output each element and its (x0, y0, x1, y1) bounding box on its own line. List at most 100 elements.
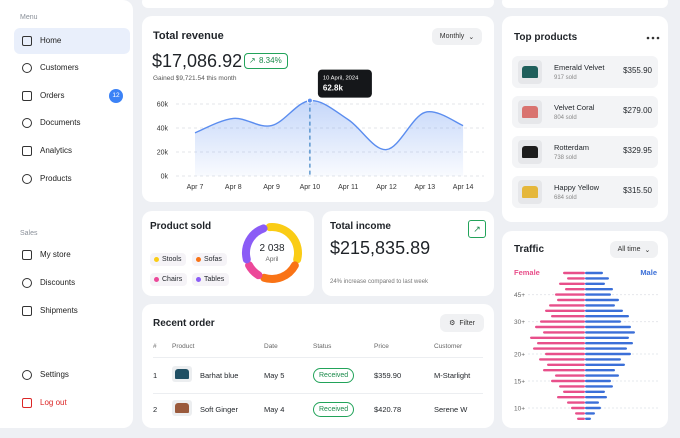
menu-heading: Menu (20, 14, 38, 21)
nav-item[interactable]: Home (14, 28, 130, 54)
nav-icon (22, 250, 32, 260)
donut-segment (245, 261, 263, 280)
nav-icon (22, 36, 32, 46)
traffic-bar (555, 293, 585, 296)
traffic-bar (585, 282, 605, 285)
cell: Barhat blue (200, 371, 239, 380)
card-title: Top products (514, 32, 578, 43)
traffic-bar (585, 401, 599, 404)
status-badge: Received (313, 402, 355, 417)
traffic-bar (547, 363, 585, 366)
column-header: Customer (434, 343, 463, 350)
product-row[interactable]: Rotterdam 738 sold $329.95 (512, 136, 658, 168)
traffic-bar (585, 369, 615, 372)
traffic-bar (585, 298, 619, 302)
nav-item[interactable]: Shipments (14, 298, 130, 324)
product-name: Rotterdam (554, 143, 590, 152)
traffic-bar (585, 352, 631, 356)
nav-item[interactable]: My store (14, 242, 130, 268)
traffic-bar (585, 320, 621, 323)
legend-label: Stools (162, 256, 182, 263)
traffic-bar (559, 282, 585, 285)
nav-label: Documents (40, 118, 81, 127)
cell: $359.90 (374, 371, 402, 380)
x-tick-label: Apr 10 (300, 184, 321, 191)
product-name: Emerald Velvet (554, 63, 605, 72)
nav-icon (22, 306, 32, 316)
traffic-bar (549, 304, 585, 307)
donut-total: 2 038 (259, 243, 285, 254)
product-row[interactable]: Happy Yellow 684 sold $315.50 (512, 176, 658, 208)
period-label: Monthly (439, 33, 465, 40)
age-label: 30+ (514, 319, 525, 326)
product-row[interactable]: Emerald Velvet 917 sold $355.90 (512, 56, 658, 88)
nav-label: Discounts (40, 278, 76, 287)
product-sold: 804 sold (554, 115, 577, 121)
nav-label: Log out (40, 398, 67, 407)
nav-item[interactable]: Analytics (14, 138, 130, 164)
nav-icon (22, 278, 32, 288)
traffic-bar (543, 331, 585, 334)
traffic-bar (577, 417, 585, 420)
revenue-card: Total revenue Monthly ⌄ $17,086.92 ↗ 8.34%… (142, 16, 494, 202)
card-title: Product sold (150, 221, 212, 232)
x-tick-label: Apr 7 (187, 184, 204, 191)
nav-item[interactable]: Customers (14, 55, 130, 81)
nav-label: My store (40, 250, 71, 259)
nav-icon (22, 63, 32, 73)
product-shape (175, 403, 189, 413)
tooltip-value: 62.8k (323, 84, 344, 93)
product-shape (522, 66, 538, 78)
x-tick-label: Apr 9 (263, 184, 280, 191)
nav-label: Orders (40, 91, 65, 100)
donut-period: April (265, 256, 279, 263)
column-header: Status (313, 343, 332, 350)
nav-item[interactable]: Log out (14, 390, 130, 416)
legend-item: Chairs (150, 273, 188, 286)
cell: Serene W (434, 405, 468, 414)
nav-item[interactable]: Products (14, 166, 130, 192)
period-label: All time (617, 246, 641, 253)
product-sold: 738 sold (554, 155, 577, 161)
card-title: Traffic (514, 244, 545, 255)
top-card-edge (502, 0, 668, 8)
nav-item[interactable]: Discounts (14, 270, 130, 296)
period-dropdown[interactable]: All time ⌄ (610, 241, 658, 258)
filter-label: Filter (459, 319, 475, 327)
nav-label: Home (40, 36, 62, 45)
traffic-bar (563, 390, 585, 393)
top-card-edge (142, 0, 494, 8)
traffic-bar (533, 347, 585, 350)
x-tick-label: Apr 8 (225, 184, 242, 191)
tooltip-box (317, 69, 372, 98)
open-button[interactable]: ↗ (468, 220, 486, 238)
product-price: $279.00 (623, 106, 652, 115)
traffic-bar (545, 309, 585, 312)
traffic-bar (545, 352, 585, 356)
nav-icon (22, 398, 32, 408)
legend-male: Male (640, 268, 657, 277)
legend-label: Chairs (162, 276, 183, 283)
more-button[interactable] (646, 35, 660, 41)
product-row[interactable]: Velvet Coral 804 sold $279.00 (512, 96, 658, 128)
filter-icon: ⚙ (449, 320, 456, 327)
filter-button[interactable]: ⚙ Filter (440, 314, 484, 332)
age-label: 15+ (514, 379, 525, 386)
income-amount: $215,835.89 (330, 238, 431, 258)
traffic-bar (540, 320, 585, 323)
product-sold-card: Product sold 2 038 April Stools Sofas Chai… (142, 211, 314, 296)
legend-dot (154, 277, 159, 282)
product-name: Happy Yellow (554, 183, 600, 192)
period-dropdown[interactable]: Monthly ⌄ (432, 28, 482, 45)
age-label: 45+ (514, 292, 525, 299)
x-tick-label: Apr 14 (453, 184, 474, 191)
traffic-bar (585, 406, 601, 410)
traffic-bar (585, 347, 627, 350)
product-shape (522, 146, 538, 158)
nav-item[interactable]: Documents (14, 110, 130, 136)
area (195, 100, 464, 176)
nav-item[interactable]: Orders 12 (14, 83, 130, 109)
nav-item[interactable]: Settings (14, 362, 130, 388)
traffic-bar (585, 271, 603, 275)
column-header: # (153, 343, 157, 350)
